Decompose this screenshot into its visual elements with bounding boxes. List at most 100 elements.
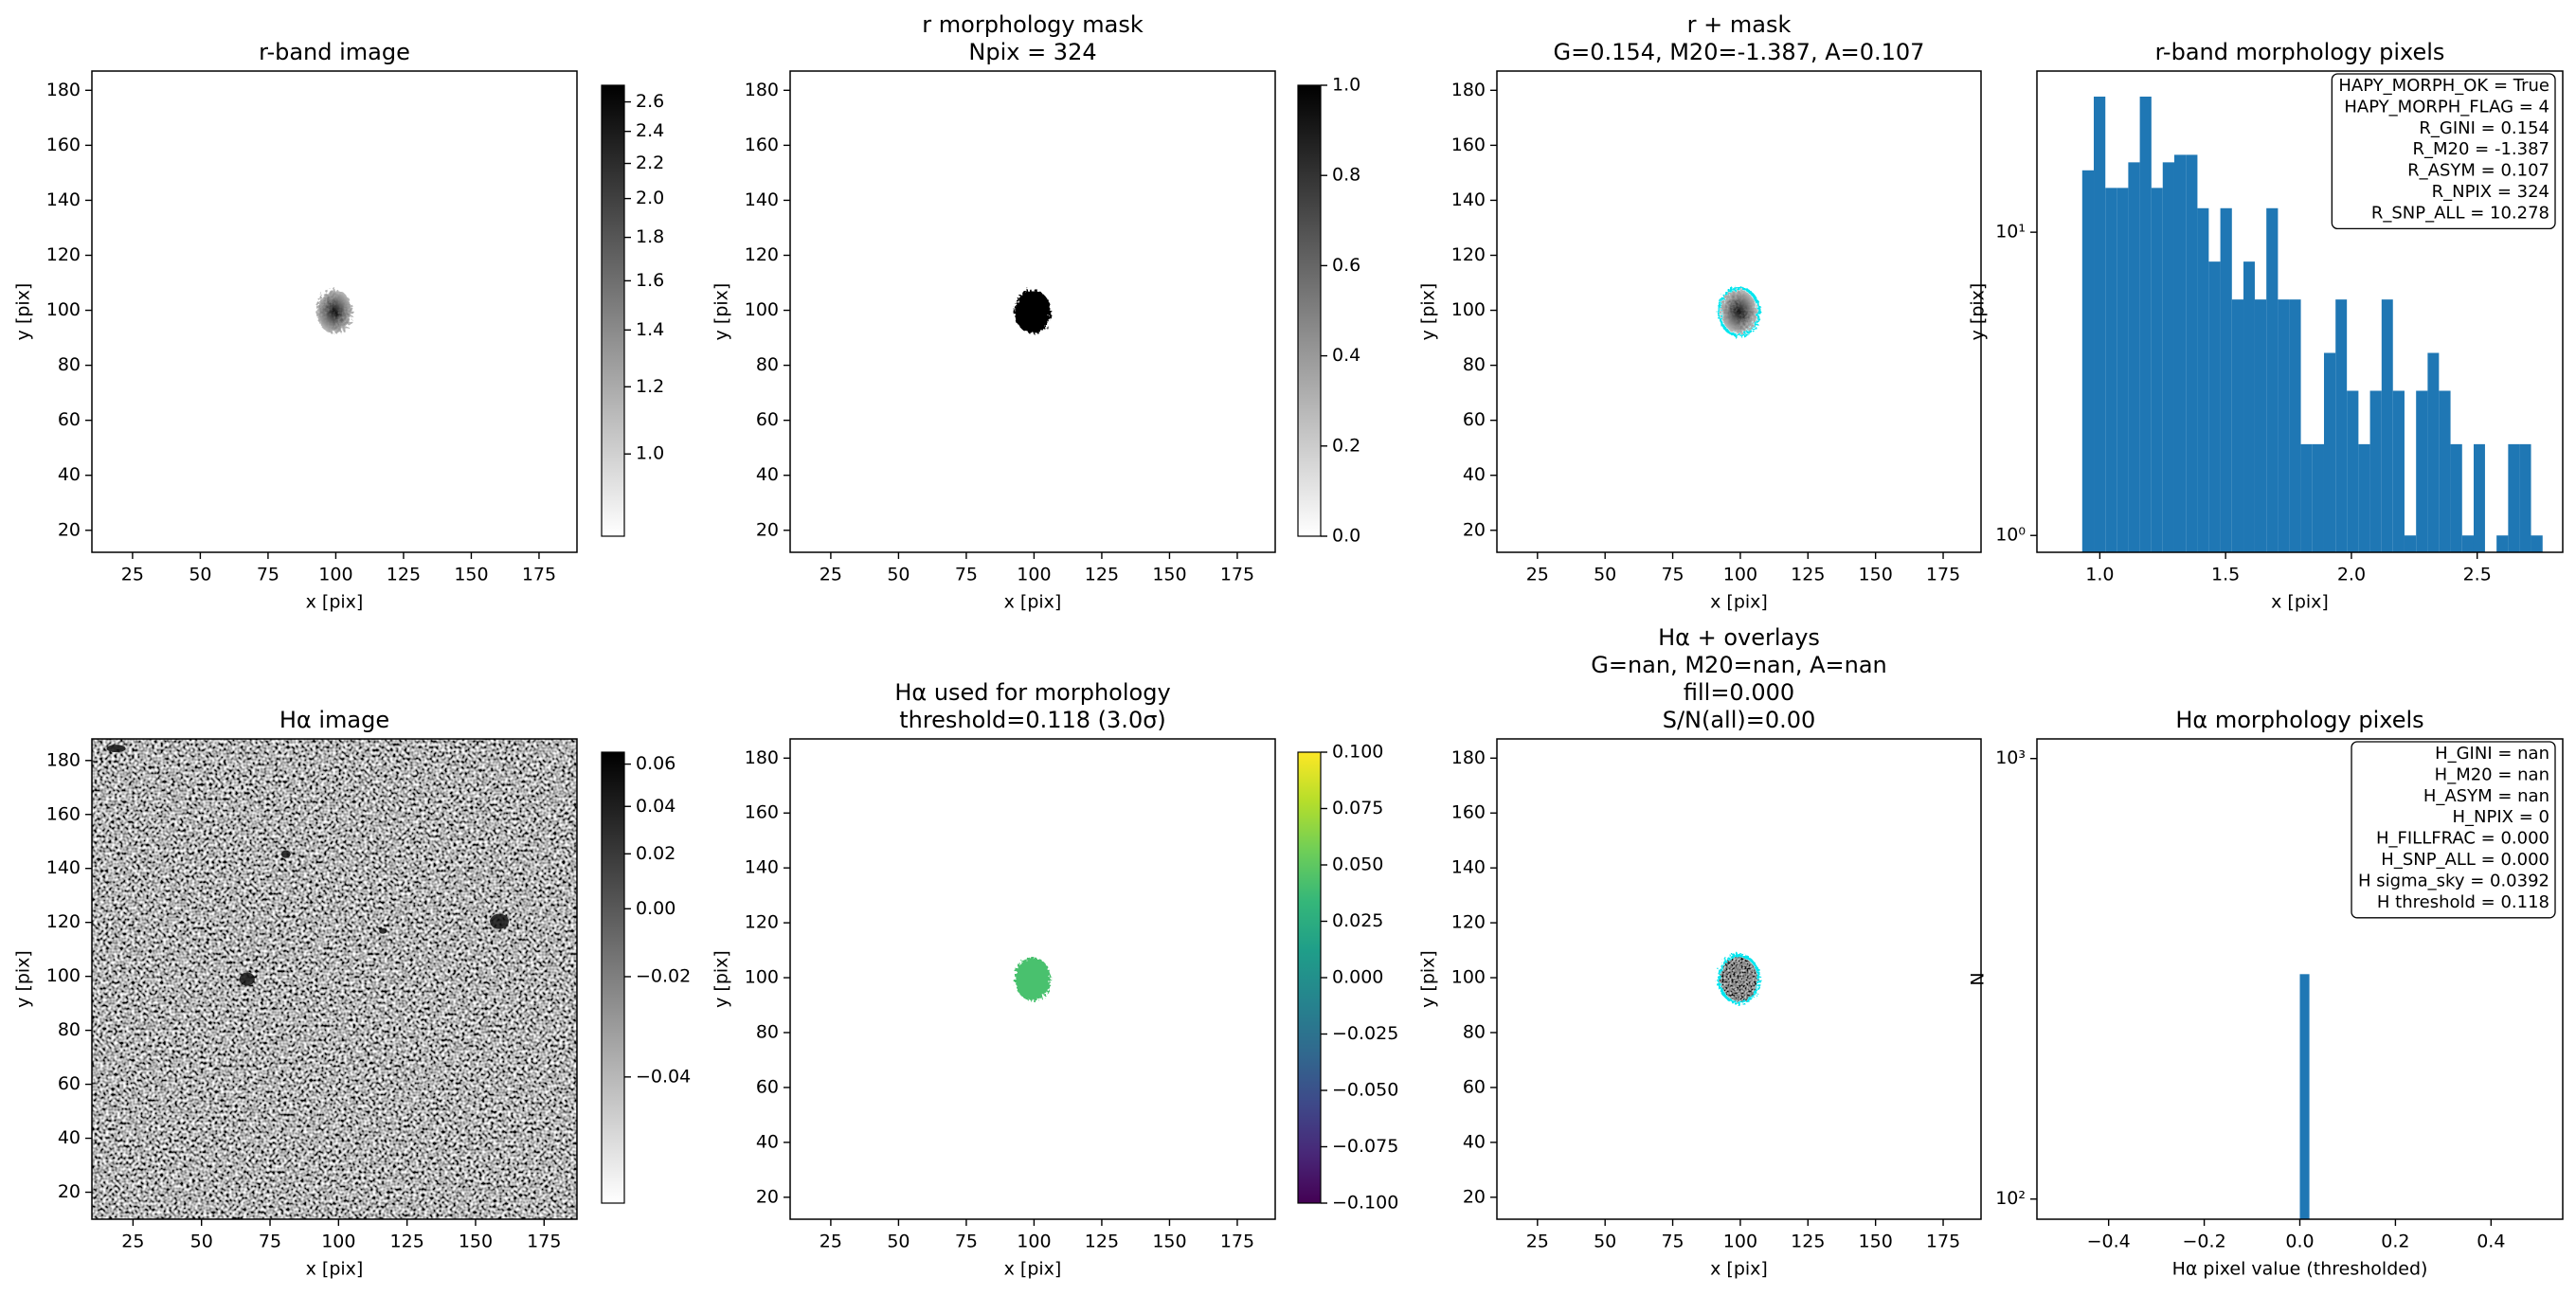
hist-bar [2392, 390, 2405, 552]
hist-bar [2173, 154, 2187, 552]
x-tick-label: 25 [1526, 565, 1549, 585]
x-tick-label: 100 [1017, 565, 1051, 585]
stats-box-frame [2331, 73, 2556, 230]
colorbar [1297, 84, 1322, 537]
y-tick-label: 40 [1463, 1131, 1486, 1152]
chart-title: Hα morphology pixels [2175, 707, 2423, 733]
colorbar-tick-label: 0.075 [1332, 798, 1383, 818]
x-tick-label: 125 [1085, 1232, 1119, 1252]
y-tick-label: 20 [58, 519, 81, 540]
y-tick-label: 120 [1451, 244, 1486, 265]
y-tick-label: 180 [46, 749, 81, 770]
axes-frame [2036, 70, 2564, 553]
x-axis-label: x [pix] [1710, 1259, 1768, 1280]
x-tick-label: 175 [1926, 1232, 1960, 1252]
colorbar-tick-label: −0.025 [1332, 1023, 1398, 1044]
y-tick-label: 140 [1451, 189, 1486, 210]
hist-bar [2508, 443, 2520, 552]
y-tick-label: 60 [1463, 1076, 1486, 1097]
hist-bar [2266, 207, 2279, 552]
x-tick-label: 50 [190, 1232, 213, 1252]
stats-line: H sigma_sky = 0.0392 [2358, 871, 2549, 890]
chart-title: r + mask [1687, 11, 1792, 38]
colorbar-tick-label: 0.0 [1332, 526, 1360, 547]
y-tick-label: 40 [756, 464, 779, 485]
x-tick-label: 125 [1791, 565, 1825, 585]
chart-title: G=0.154, M20=-1.387, A=0.107 [1554, 39, 1925, 65]
colorbar-tick-label: 1.6 [636, 270, 664, 291]
hist-bar [2299, 974, 2310, 1219]
chart-title: S/N(all)=0.00 [1663, 707, 1816, 733]
hist-bar [2197, 207, 2209, 552]
colorbar-tick-label: 0.2 [1332, 435, 1360, 456]
stats-box-frame [2351, 741, 2556, 919]
axes-frame [789, 70, 1276, 553]
x-tick-label: 25 [121, 1232, 144, 1252]
colorbar-tick-label: 2.4 [636, 120, 664, 141]
y-tick-label: 140 [46, 189, 81, 210]
x-tick-label: 50 [887, 1232, 910, 1252]
y-tick-label: 10¹ [1995, 222, 2026, 243]
hist-bar [2416, 390, 2428, 552]
colorbar-tick-label: 0.04 [636, 796, 676, 817]
y-axis-label: y [pix] [1968, 283, 1989, 341]
stats-line: H_ASYM = nan [2423, 786, 2549, 806]
colorbar-tick-label: 0.050 [1332, 854, 1383, 875]
y-tick-label: 100 [1451, 967, 1486, 988]
colorbar [1297, 751, 1322, 1204]
colorbar-tick-label: 0.8 [1332, 165, 1360, 186]
x-tick-label: 75 [259, 1232, 281, 1252]
y-tick-label: 100 [46, 299, 81, 320]
y-axis-label: y [pix] [1418, 950, 1439, 1008]
y-tick-label: 160 [745, 802, 779, 823]
hist-bar [2151, 188, 2163, 552]
y-tick-label: 160 [1451, 802, 1486, 823]
y-tick-label: 40 [1463, 464, 1486, 485]
plot-area [1718, 954, 1760, 1004]
plot-area [2081, 96, 2543, 552]
y-tick-label: 160 [1451, 135, 1486, 155]
hist-bar [2162, 162, 2174, 552]
x-tick-label: 1.0 [2085, 565, 2114, 585]
colorbar [601, 84, 625, 537]
x-tick-label: 175 [1220, 565, 1254, 585]
x-tick-label: 175 [522, 565, 556, 585]
x-tick-label: 50 [1594, 565, 1616, 585]
colorbar-tick-label: 2.2 [636, 153, 664, 173]
stats-line: H_FILLFRAC = 0.000 [2376, 829, 2549, 849]
hist-bar [2404, 535, 2417, 552]
y-tick-label: 60 [58, 409, 81, 430]
stats-line: R_GINI = 0.154 [2419, 118, 2549, 138]
y-tick-label: 160 [46, 803, 81, 824]
chart-title: Npix = 324 [968, 39, 1096, 65]
hist-bar [2323, 352, 2336, 552]
hist-bar [2519, 443, 2531, 552]
image-blob [1015, 957, 1051, 1001]
mask-outline [1718, 954, 1760, 1004]
x-tick-label: 150 [454, 565, 488, 585]
colorbar-tick-label: 2.0 [636, 188, 664, 208]
hist-bar [2531, 535, 2543, 552]
y-tick-label: 80 [58, 354, 81, 375]
colorbar-tick-label: 2.6 [636, 91, 664, 112]
y-tick-label: 160 [745, 135, 779, 155]
x-tick-label: 75 [955, 1232, 978, 1252]
y-tick-label: 20 [1463, 1186, 1486, 1207]
x-tick-label: 100 [1723, 1232, 1757, 1252]
chart-title: Hα + overlays [1658, 624, 1820, 651]
y-axis-label: y [pix] [712, 283, 732, 341]
hist-bar [2278, 299, 2290, 552]
hist-bar [2243, 261, 2255, 552]
x-tick-label: 125 [387, 565, 421, 585]
y-tick-label: 100 [745, 299, 779, 320]
hist-bar [2427, 352, 2440, 552]
x-tick-label: 75 [1661, 565, 1684, 585]
chart-title: Hα used for morphology [894, 679, 1170, 706]
hist-bar [2254, 299, 2267, 552]
mask-outline [1718, 286, 1760, 337]
image-spot [106, 745, 126, 753]
image-noise [92, 739, 577, 1219]
x-tick-label: 0.2 [2381, 1232, 2409, 1252]
